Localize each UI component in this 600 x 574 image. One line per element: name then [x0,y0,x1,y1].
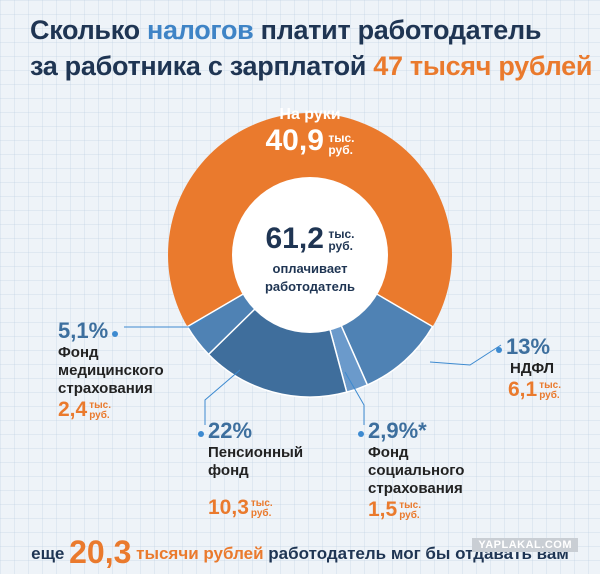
footer-pre: еще [31,544,70,563]
label-social: 2,9%* Фонд социального страхования 1,5 ты… [358,418,464,522]
title-part2: налогов [146,15,254,45]
leader-medical [124,317,206,328]
pension-pct: 22% [208,418,253,443]
pension-amount: 10,3 [208,496,249,519]
social-unit2: руб. [399,510,420,521]
medical-name2: медицинского [58,362,164,379]
pension-name1: Пенсионный [208,444,304,461]
take-home-value: 40,9 [265,124,324,157]
medical-amount: 2,4 [58,398,88,421]
social-unit1: тыс. [399,500,421,511]
leader-social [344,371,365,425]
center-unit1: тыс. [328,227,355,241]
ndfl-unit2: руб. [539,390,560,401]
take-home-label: На руки 40,9 тыс. руб. [245,106,375,158]
ndfl-dot [496,346,502,353]
take-home-unit1: тыс. [328,131,355,145]
center-line1: оплачивает [272,261,348,276]
center-line2: работодатель [264,279,356,294]
medical-dot [112,330,119,337]
social-name3: страхования [368,480,463,497]
medical-pct: 5,1% [58,318,109,343]
take-home-unit2: руб. [328,143,353,157]
label-ndfl: 13% НДФЛ 6,1 тыс. руб. [496,334,561,402]
footer-note: еще 20,3 тысячи рублей работодатель мог … [0,534,600,571]
footer-mid: тысячи рублей [131,544,264,563]
ndfl-amount: 6,1 [508,378,538,401]
ndfl-name1: НДФЛ [510,360,555,377]
medical-unit2: руб. [89,410,110,421]
chart-title: Сколько налогов платит работодатель за р… [30,12,593,84]
center-value: 61,2 [265,222,324,255]
pension-dot [198,430,204,437]
pension-name2: фонд [208,462,249,479]
medical-name1: Фонд [58,344,99,361]
social-dot [358,430,364,437]
title-part5: 47 тысяч рублей [373,51,593,81]
title-part3: платит работодатель [253,15,542,45]
center-total: 61,2 тыс. руб. оплачивает работодатель [255,222,365,296]
pension-unit1: тыс. [250,498,273,509]
medical-name3: страхования [58,380,153,397]
ndfl-unit1: тыс. [539,380,561,391]
ndfl-pct: 13% [506,334,551,359]
social-name2: социального [368,462,465,479]
footer-value: 20,3 [69,534,132,570]
leader-ndfl [429,344,502,366]
medical-unit1: тыс. [89,400,111,411]
label-medical: 5,1% Фонд медицинского страхования 2,4 ты… [58,318,164,422]
leader-pension [204,369,241,425]
center-unit2: руб. [328,239,353,253]
watermark: YAPLAKAL.COM [472,538,578,552]
leader-lines [124,317,502,425]
social-pct: 2,9%* [368,418,427,443]
social-amount: 1,5 [368,498,398,521]
take-home-caption: На руки [279,106,341,123]
donut-hole [232,177,388,333]
title-part4: за работника с зарплатой [30,51,374,81]
pension-unit2: руб. [250,508,272,519]
title-part1: Сколько [30,15,147,45]
label-pension: 22% Пенсионный фонд 10,3 тыс. руб. [198,418,303,520]
social-name1: Фонд [368,444,409,461]
